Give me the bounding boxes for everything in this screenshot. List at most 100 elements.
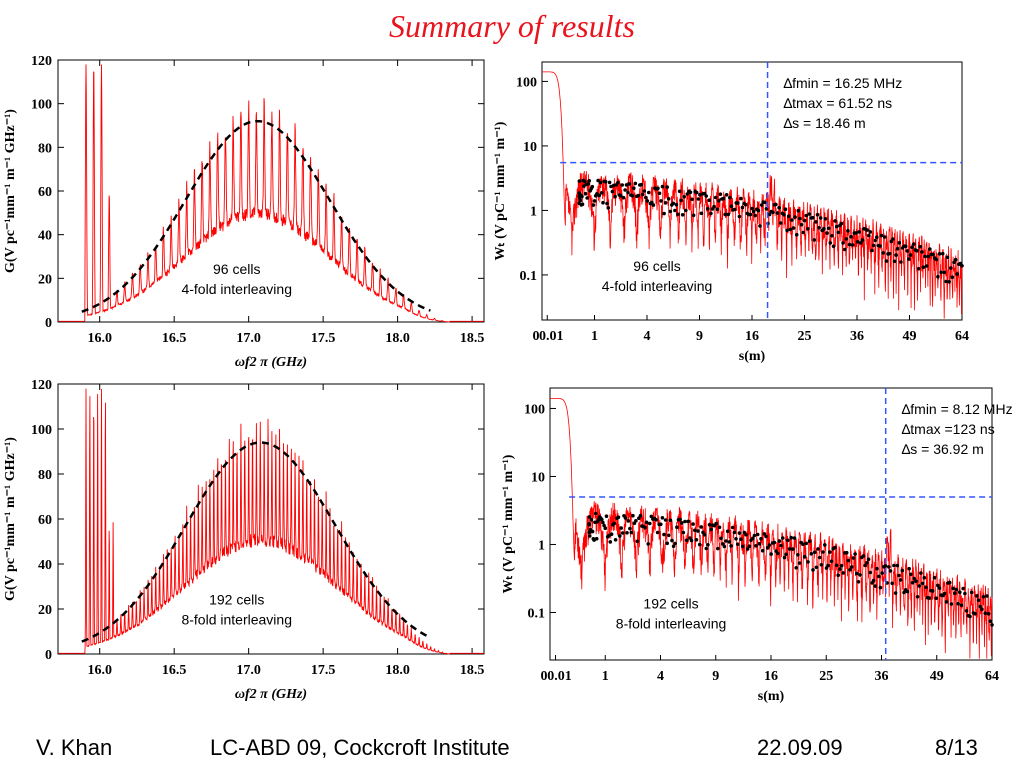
sample-point	[613, 538, 618, 542]
sample-point	[914, 579, 918, 583]
sample-point	[823, 217, 828, 221]
sample-point	[802, 218, 807, 223]
sample-point	[950, 275, 955, 279]
y-axis-label: Wₜ (V pC⁻¹ mm⁻¹ m⁻¹)	[493, 121, 508, 260]
sample-point	[704, 194, 708, 198]
sample-point	[612, 521, 616, 526]
sample-point	[608, 540, 613, 544]
sample-point	[589, 517, 594, 522]
sample-point	[580, 194, 584, 199]
sample-point	[654, 518, 658, 522]
x-tick-label: 9	[696, 329, 703, 344]
sample-point	[764, 534, 768, 539]
sample-point	[590, 529, 595, 534]
y-axis-label: G(V pc⁻¹mm⁻¹ m⁻¹ GHz⁻¹)	[3, 437, 18, 601]
spectrum-chart-192-cells: 16.0 16.5 17.0 17.5 18.0 18.5 0 20 40 60 80 100 120 ω…	[3, 378, 485, 702]
sample-point	[960, 264, 964, 268]
sample-point	[791, 547, 795, 551]
sample-point	[725, 529, 730, 534]
sample-point	[740, 205, 745, 210]
sample-point	[629, 530, 634, 535]
sample-point	[684, 208, 688, 213]
sample-point	[717, 199, 721, 203]
sample-point	[956, 601, 960, 606]
sample-point	[580, 202, 585, 206]
sample-point	[620, 183, 624, 187]
sample-point	[814, 565, 819, 570]
sample-point	[670, 538, 674, 543]
sample-point	[848, 568, 852, 572]
sample-point	[671, 544, 676, 549]
sample-point	[721, 542, 725, 546]
sample-point	[799, 222, 804, 227]
info-label: ∆s = 18.46 m	[784, 115, 866, 131]
sample-point	[712, 204, 716, 209]
sample-point	[792, 536, 797, 540]
sample-point	[623, 516, 628, 520]
sample-point	[606, 206, 611, 210]
sample-point	[903, 244, 908, 249]
sample-point	[707, 523, 712, 527]
y-tick-label: 100	[524, 402, 545, 417]
sample-point	[609, 184, 613, 189]
sample-point	[958, 590, 962, 594]
x-tick-label: 0.01	[547, 669, 572, 684]
sample-point	[861, 554, 866, 558]
sample-point	[696, 529, 700, 533]
x-tick-label: 4	[644, 329, 651, 344]
sample-point	[953, 591, 957, 595]
sample-point	[811, 568, 815, 572]
sample-point	[880, 571, 884, 575]
sample-point	[724, 193, 729, 197]
footer-date: 22.09.09	[757, 735, 843, 760]
y-tick-label: 0	[45, 648, 52, 663]
sample-point	[868, 230, 873, 234]
sample-point	[923, 254, 927, 259]
sample-point	[940, 251, 945, 256]
sample-point	[806, 560, 810, 564]
x-axis-label: ωf2 π (GHz)	[235, 355, 307, 370]
sample-point	[678, 517, 682, 522]
sample-point	[624, 183, 629, 187]
sample-point	[763, 200, 767, 205]
y-tick-label: 120	[31, 378, 52, 393]
annotation-label: 192 cells	[209, 592, 264, 608]
sample-point	[759, 203, 764, 207]
sample-point	[939, 270, 943, 275]
sample-point	[926, 254, 930, 259]
sample-point	[912, 242, 916, 246]
sample-point	[945, 255, 950, 260]
sample-point	[802, 554, 807, 559]
sample-point	[754, 544, 758, 548]
sample-point	[659, 199, 663, 203]
sample-point	[947, 280, 951, 284]
sample-point	[601, 200, 605, 205]
sample-point	[912, 576, 916, 581]
sample-point	[879, 233, 884, 238]
x-tick-label: 17.5	[311, 331, 336, 346]
sample-point	[626, 190, 630, 195]
sample-point	[616, 515, 621, 519]
sample-point	[839, 221, 844, 226]
sample-point	[804, 541, 809, 546]
sample-point	[779, 543, 783, 548]
sample-point	[760, 548, 765, 553]
sample-point	[897, 241, 902, 245]
x-tick-label: 16	[745, 329, 759, 344]
x-tick-label: 16.0	[87, 331, 112, 346]
sample-point	[928, 247, 932, 251]
sample-point	[675, 525, 679, 529]
sample-point	[732, 207, 737, 212]
sample-point	[704, 546, 709, 551]
sample-point	[774, 202, 778, 207]
sample-point	[968, 614, 972, 619]
sample-point	[745, 547, 750, 551]
sample-point	[807, 539, 812, 543]
x-tick-label: 16.5	[162, 331, 187, 346]
x-tick-label: 18.5	[460, 663, 485, 678]
x-tick-label: 49	[903, 329, 917, 344]
sample-point	[782, 212, 786, 217]
sample-point	[699, 525, 704, 529]
sample-point	[681, 530, 686, 535]
y-tick-label: 80	[38, 468, 52, 483]
